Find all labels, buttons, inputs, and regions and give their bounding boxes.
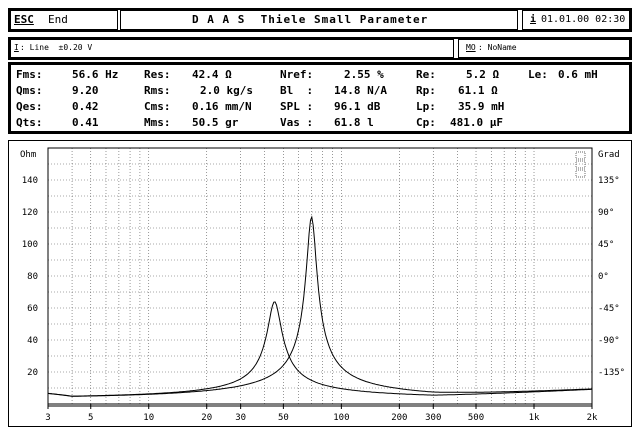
legend-box-icon [575, 169, 586, 178]
page-title: D A A S Thiele Small Parameter [192, 13, 429, 26]
x-tick-label: 10 [143, 413, 154, 423]
impedance-curve-2 [47, 215, 593, 397]
x-tick-label: 200 [391, 413, 407, 423]
x-tick-label: 30 [235, 413, 246, 423]
param-mms-value: 50.5 gr [192, 116, 239, 129]
param-qts-value: 0.41 [72, 116, 99, 129]
param-spl-name: SPL : [280, 100, 314, 113]
header-bar [8, 8, 632, 32]
x-tick-label: 100 [333, 413, 349, 423]
param-vas-name: Vas : [280, 116, 314, 129]
param-lp-name: Lp: [416, 100, 436, 113]
param-fms-value: 56.6 Hz [72, 68, 119, 81]
param-rp-value: 61.1 Ω [458, 84, 498, 97]
right-tick-label: 0° [598, 272, 609, 282]
param-mms-name: Mms: [144, 116, 171, 129]
param-qms-value: 9.20 [72, 84, 99, 97]
param-cms-value: 0.16 mm/N [192, 100, 252, 113]
param-bl-value: 14.8 N/A [334, 84, 387, 97]
param-re-name: Re: [416, 68, 436, 81]
x-tick-label: 300 [425, 413, 441, 423]
x-tick-label: 2k [587, 413, 598, 423]
left-tick-label: 20 [27, 368, 38, 378]
x-tick-label: 50 [278, 413, 289, 423]
esc-button[interactable] [10, 10, 118, 30]
left-tick-label: 60 [27, 304, 38, 314]
x-tick-label: 500 [468, 413, 484, 423]
right-tick-label: 135° [598, 176, 620, 186]
left-tick-label: 40 [27, 336, 38, 346]
param-res-name: Res: [144, 68, 171, 81]
right-tick-label: -45° [598, 304, 620, 314]
param-qts-name: Qts: [16, 116, 43, 129]
x-tick-label: 1k [529, 413, 540, 423]
impedance-curve-1 [47, 301, 593, 397]
input-key: I [14, 43, 19, 52]
esc-label: End [48, 13, 68, 26]
param-spl-value: 96.1 dB [334, 100, 381, 113]
parameter-panel-inner [10, 64, 630, 132]
esc-key: ESC [14, 13, 34, 26]
info-button[interactable] [522, 10, 630, 30]
model-select[interactable] [458, 39, 630, 58]
param-cms-name: Cms: [144, 100, 171, 113]
param-nref-name: Nref: [280, 68, 314, 81]
chart-frame [8, 140, 632, 427]
left-tick-label: 80 [27, 272, 38, 282]
param-le-value: 0.6 mH [558, 68, 598, 81]
param-nref-value: 2.55 % [344, 68, 384, 81]
param-rp-name: Rp: [416, 84, 436, 97]
param-bl-name: Bl : [280, 84, 314, 97]
parameter-panel [8, 62, 632, 134]
right-tick-label: -90° [598, 336, 620, 346]
param-qms-name: Qms: [16, 84, 43, 97]
param-fms-name: Fms: [16, 68, 43, 81]
chart-curves [47, 215, 593, 397]
legend-box-icon [575, 160, 586, 169]
param-qes-value: 0.42 [72, 100, 99, 113]
plot-frame [47, 147, 593, 407]
right-tick-label: 90° [598, 208, 614, 218]
input-setting: : Line ±0.20 V [20, 43, 93, 52]
x-tick-label: 20 [201, 413, 212, 423]
param-rms-value: 2.0 kg/s [200, 84, 253, 97]
param-qes-name: Qes: [16, 100, 43, 113]
param-rms-name: Rms: [144, 84, 171, 97]
datetime-display: 01.01.00 02:30 [541, 14, 626, 25]
x-tick-label: 3 [45, 413, 50, 423]
model-name: : NoName [478, 43, 517, 52]
param-cp-name: Cp: [416, 116, 436, 129]
right-axis-unit: Grad [598, 150, 620, 160]
title-box [120, 10, 518, 30]
left-tick-label: 120 [22, 208, 38, 218]
param-lp-value: 35.9 mH [458, 100, 505, 113]
legend-box-icon [575, 151, 586, 160]
input-select[interactable] [10, 39, 454, 58]
left-axis-unit: Ohm [20, 150, 36, 160]
param-cp-value: 481.0 µF [450, 116, 503, 129]
left-tick-label: 100 [22, 240, 38, 250]
right-tick-label: -135° [598, 368, 625, 378]
left-tick-label: 140 [22, 176, 38, 186]
chart-legend-icons [575, 151, 586, 178]
right-tick-label: 45° [598, 240, 614, 250]
param-vas-value: 61.8 l [334, 116, 374, 129]
param-res-value: 42.4 Ω [192, 68, 232, 81]
x-tick-label: 5 [88, 413, 93, 423]
param-le-name: Le: [528, 68, 548, 81]
chart-grid [47, 148, 593, 404]
param-re-value: 5.2 Ω [466, 68, 500, 81]
info-key: i [530, 14, 537, 25]
input-bar [8, 37, 632, 60]
model-key: MO [466, 43, 476, 52]
chart-axis-labels: 3 5 10 20 30 50 100 200 300 500 1k 2k 140 120 100 80 60 4… [20, 150, 625, 423]
